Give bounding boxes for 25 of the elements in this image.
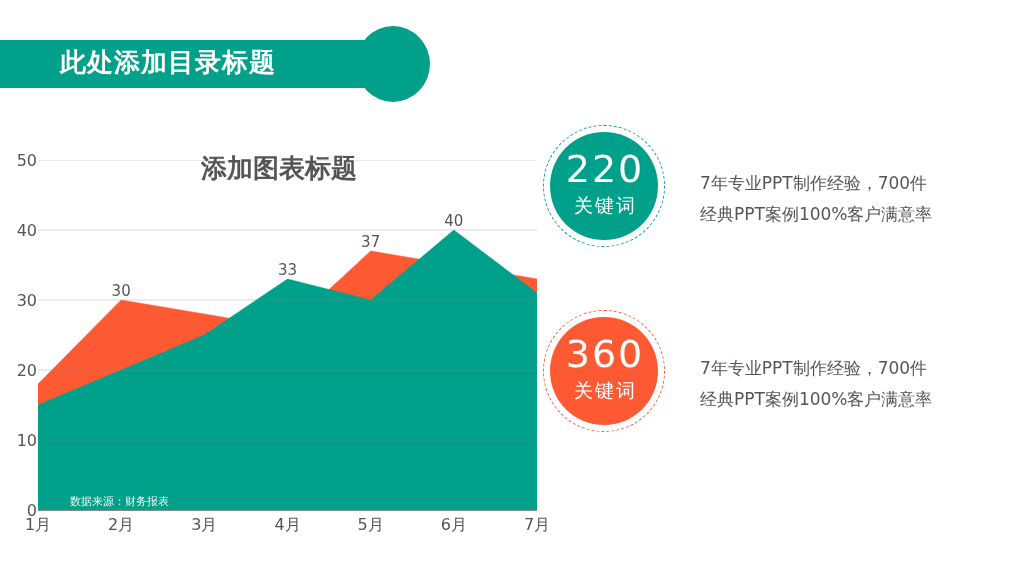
chart-title: 添加图表标题 [200,153,358,184]
x-tick-label: 4月 [274,515,301,535]
data-label: 30 [111,282,131,301]
text: 关键词 [572,193,638,218]
data-label: 33 [277,261,298,280]
data-label: 37 [361,233,381,252]
text: 220 [564,147,646,191]
text: 关键词 [572,378,638,403]
text: 7年专业PPT制作经验，700件经典PPT案例100%客户满意率 [700,357,934,411]
y-tick-label: 50 [16,150,37,170]
data-label: 40 [444,212,464,231]
x-tick-label: 1月 [24,515,52,535]
text: 360 [564,332,646,376]
x-tick-label: 2月 [108,515,135,535]
x-tick-label: 7月 [523,515,551,535]
text: 7年专业PPT制作经验，700件经典PPT案例100%客户满意率 [700,172,934,226]
annotation: 数据来源：财务报表 [70,495,169,508]
text: 此处添加目录标题 [60,46,276,79]
x-tick-label: 5月 [357,515,384,535]
y-tick-label: 20 [16,360,37,380]
x-tick-label: 3月 [191,515,218,535]
y-tick-label: 10 [16,430,37,450]
y-tick-label: 40 [16,220,37,240]
y-tick-label: 30 [16,290,37,310]
x-tick-label: 6月 [440,515,467,535]
